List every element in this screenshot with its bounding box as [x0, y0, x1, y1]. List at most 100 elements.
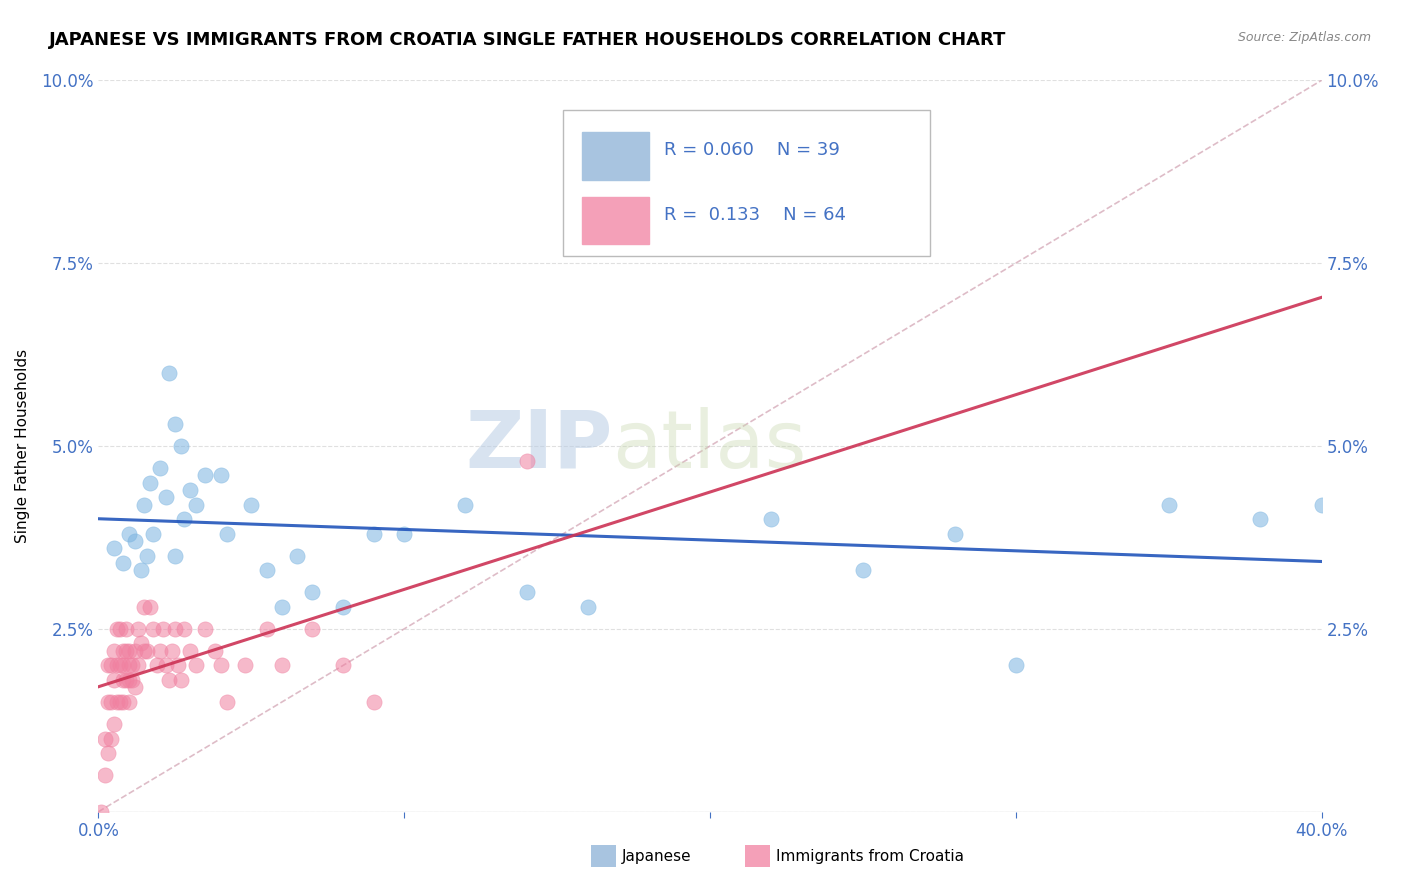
- Point: [852, 563, 875, 577]
- Point: [149, 461, 172, 475]
- Point: [105, 695, 128, 709]
- Point: [215, 695, 238, 709]
- Point: [160, 644, 183, 658]
- Point: [285, 549, 308, 563]
- Point: [111, 673, 134, 687]
- Point: [103, 717, 125, 731]
- Point: [136, 644, 159, 658]
- Point: [194, 468, 217, 483]
- Text: ZIP: ZIP: [465, 407, 612, 485]
- Point: [186, 658, 208, 673]
- Point: [256, 622, 278, 636]
- Point: [127, 658, 149, 673]
- Text: atlas: atlas: [612, 407, 807, 485]
- Point: [134, 498, 156, 512]
- Point: [454, 498, 477, 512]
- Point: [157, 673, 180, 687]
- Point: [115, 644, 138, 658]
- Point: [118, 644, 141, 658]
- Point: [363, 695, 385, 709]
- Text: Immigrants from Croatia: Immigrants from Croatia: [776, 849, 965, 863]
- Point: [233, 658, 256, 673]
- Point: [118, 526, 141, 541]
- Point: [118, 658, 141, 673]
- Y-axis label: Single Father Households: Single Father Households: [15, 349, 30, 543]
- Point: [155, 490, 177, 504]
- Text: R =  0.133    N = 64: R = 0.133 N = 64: [664, 206, 845, 224]
- Point: [121, 673, 143, 687]
- Point: [392, 526, 416, 541]
- Point: [1249, 512, 1271, 526]
- Point: [152, 622, 174, 636]
- Bar: [582, 132, 648, 180]
- Point: [134, 599, 156, 614]
- Point: [118, 673, 141, 687]
- Point: [167, 658, 190, 673]
- Point: [124, 534, 146, 549]
- Point: [270, 599, 292, 614]
- Point: [157, 366, 180, 380]
- Point: [115, 673, 138, 687]
- Point: [108, 695, 131, 709]
- Point: [170, 439, 193, 453]
- Point: [155, 658, 177, 673]
- Point: [1157, 498, 1180, 512]
- Point: [108, 622, 131, 636]
- Text: R = 0.060    N = 39: R = 0.060 N = 39: [664, 142, 839, 160]
- Point: [215, 526, 238, 541]
- Point: [179, 483, 201, 497]
- Point: [163, 417, 186, 431]
- Point: [170, 673, 193, 687]
- Point: [163, 622, 186, 636]
- FancyBboxPatch shape: [564, 110, 931, 256]
- Point: [90, 805, 112, 819]
- Point: [270, 658, 292, 673]
- Point: [256, 563, 278, 577]
- Point: [209, 658, 232, 673]
- Point: [194, 622, 217, 636]
- Point: [93, 731, 115, 746]
- Point: [576, 599, 599, 614]
- Point: [124, 644, 146, 658]
- Point: [363, 526, 385, 541]
- Point: [179, 644, 201, 658]
- Point: [136, 549, 159, 563]
- Point: [139, 599, 162, 614]
- Point: [103, 673, 125, 687]
- Point: [127, 622, 149, 636]
- Point: [118, 695, 141, 709]
- Point: [105, 622, 128, 636]
- Point: [516, 585, 538, 599]
- Point: [129, 563, 152, 577]
- Point: [93, 768, 115, 782]
- Point: [149, 644, 172, 658]
- Point: [124, 681, 146, 695]
- Bar: [582, 196, 648, 244]
- Point: [129, 636, 152, 650]
- Point: [103, 644, 125, 658]
- Point: [142, 622, 165, 636]
- Point: [759, 512, 782, 526]
- Point: [186, 498, 208, 512]
- Point: [301, 622, 323, 636]
- Point: [204, 644, 226, 658]
- Point: [943, 526, 966, 541]
- Point: [105, 658, 128, 673]
- Point: [97, 695, 120, 709]
- Point: [516, 453, 538, 467]
- Point: [111, 556, 134, 570]
- Point: [97, 658, 120, 673]
- Point: [332, 599, 354, 614]
- Point: [209, 468, 232, 483]
- Text: Japanese: Japanese: [621, 849, 692, 863]
- Point: [97, 746, 120, 760]
- Point: [100, 658, 122, 673]
- Point: [111, 658, 134, 673]
- Point: [111, 695, 134, 709]
- Point: [121, 658, 143, 673]
- Point: [108, 658, 131, 673]
- Text: JAPANESE VS IMMIGRANTS FROM CROATIA SINGLE FATHER HOUSEHOLDS CORRELATION CHART: JAPANESE VS IMMIGRANTS FROM CROATIA SING…: [49, 31, 1007, 49]
- Point: [301, 585, 323, 599]
- Point: [1310, 498, 1333, 512]
- Point: [240, 498, 263, 512]
